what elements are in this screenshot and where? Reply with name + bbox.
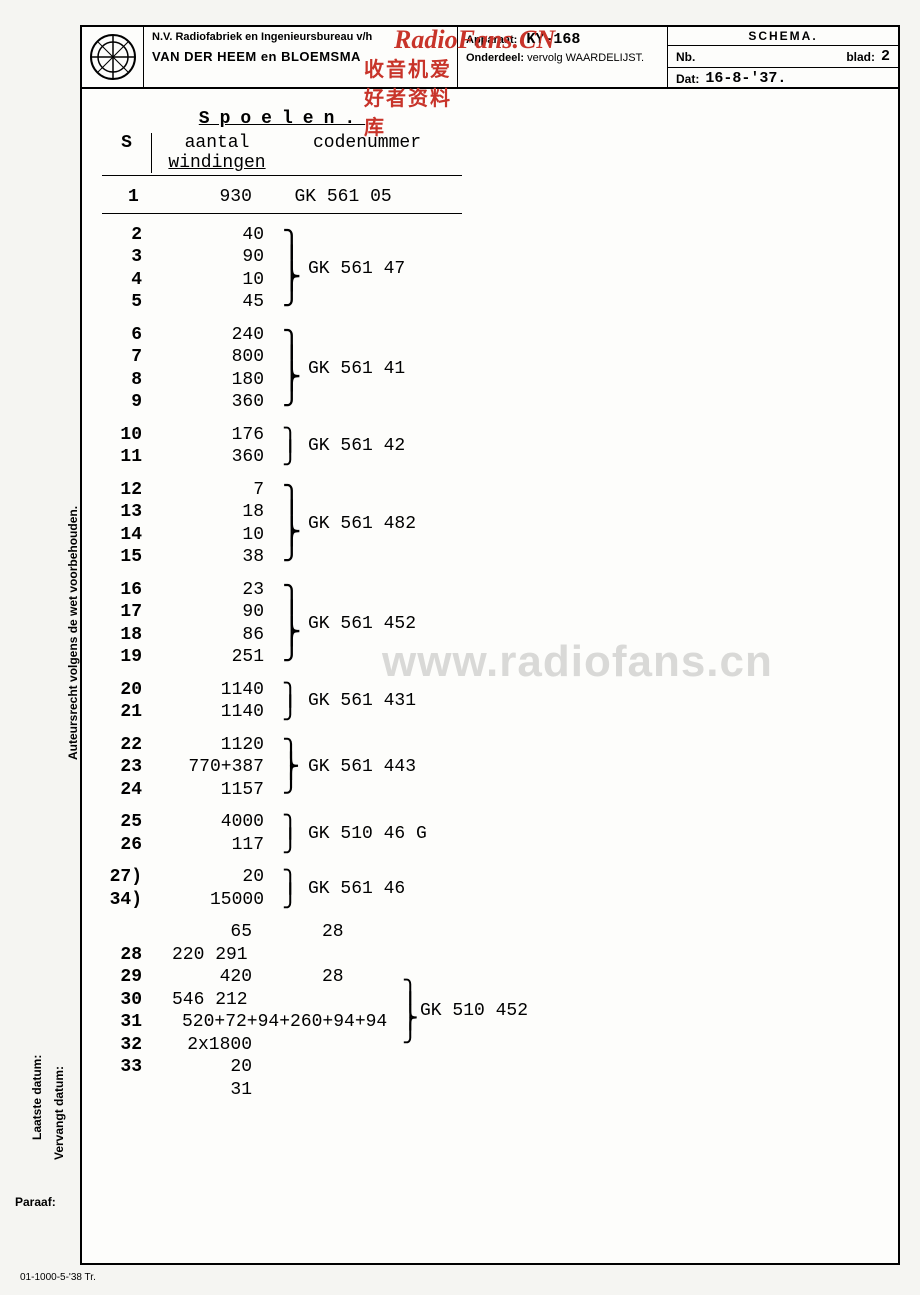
coil-group: 202111401140⎫ ⎭GK 561 431 <box>102 679 898 724</box>
coil-group: 25264000117⎫ ⎭GK 510 46 G <box>102 811 898 856</box>
brace-icon: ⎫ ⎪ ⎬ ⎭ <box>282 337 300 399</box>
document-body: Spoelen. S aantal windingen codenummer 1… <box>82 89 898 1101</box>
brace-icon: ⎫ ⎭ <box>282 875 300 901</box>
coil-group: 234540901045⎫ ⎪ ⎬ ⎭GK 561 47 <box>102 224 898 314</box>
brace-icon: ⎫ ⎭ <box>282 688 300 714</box>
coil-windings: 930 <box>149 186 270 209</box>
coil-windings: 239086251 <box>152 579 282 669</box>
coil-code: GK 561 482 <box>300 514 490 534</box>
coil-index: 2021 <box>102 679 152 724</box>
coil-windings: 176360 <box>152 424 282 469</box>
company-line2: VAN DER HEEM en BLOEMSMA <box>152 49 449 64</box>
brace-icon: ⎫ ⎪ ⎬ ⎭ <box>402 985 420 1038</box>
col-w-head: aantal windingen <box>152 133 282 173</box>
col-s-head: S <box>102 133 152 173</box>
brace-icon: ⎫ ⎪ ⎬ ⎭ <box>282 492 300 554</box>
coil-windings: 1120770+3871157 <box>152 734 282 802</box>
coil-windings: 240800180360 <box>152 324 282 414</box>
schema-block: SCHEMA. Nb. blad: 2 Dat: 16-8-'37. <box>668 27 898 87</box>
coil-windings: 11401140 <box>152 679 282 724</box>
brace-icon: ⎫ ⎪ ⎬ ⎭ <box>282 237 300 299</box>
brace-icon: ⎫ ⎪ ⎬ ⎭ <box>282 592 300 654</box>
blad-label: blad: <box>846 50 875 64</box>
vervangt-datum-vertical: Vervangt datum: <box>52 1066 66 1160</box>
coil-index: 222324 <box>102 734 152 802</box>
paraaf-label: Paraaf: <box>15 1195 56 1209</box>
coil-group: 6789240800180360⎫ ⎪ ⎬ ⎭GK 561 41 <box>102 324 898 414</box>
onderdeel-label: Onderdeel: <box>466 52 524 64</box>
coil-index: 27)34) <box>102 866 152 911</box>
company-logo <box>82 27 144 87</box>
table-header: S aantal windingen codenummer <box>102 133 462 176</box>
coil-windings: 2015000 <box>152 866 282 911</box>
coil-group: 2223241120770+3871157⎫ ⎬ ⎭GK 561 443 <box>102 734 898 802</box>
coil-index: 1011 <box>102 424 152 469</box>
coil-code: GK 561 443 <box>300 757 490 777</box>
coil-windings: 40901045 <box>152 224 282 314</box>
company-line1: N.V. Radiofabriek en Ingenieursbureau v/… <box>152 31 449 43</box>
apparaat-label: Apparaat: <box>466 34 517 46</box>
coil-group: 121314157181038⎫ ⎪ ⎬ ⎭GK 561 482 <box>102 479 898 569</box>
coil-code: GK 510 46 G <box>300 824 490 844</box>
schema-title: SCHEMA. <box>668 27 898 46</box>
coil-windings: 4000117 <box>152 811 282 856</box>
col-c-head: codenummer <box>282 133 452 173</box>
company-name-block: N.V. Radiofabriek en Ingenieursbureau v/… <box>144 27 458 87</box>
table-title: Spoelen. <box>112 109 452 129</box>
coil-code: GK 561 431 <box>300 691 490 711</box>
coil-index: 2526 <box>102 811 152 856</box>
footer-code: 01-1000-5-'38 Tr. <box>20 1272 96 1283</box>
coil-code: GK 561 42 <box>300 436 490 456</box>
coil-windings: 6528 220 29142028 546 212520+72+94+260+9… <box>152 921 402 1101</box>
brace-icon: ⎫ ⎭ <box>282 433 300 459</box>
coil-code: GK 561 41 <box>300 359 490 379</box>
dat-label: Dat: <box>676 72 699 86</box>
coil-code: GK 561 47 <box>300 259 490 279</box>
onderdeel-value: vervolg WAARDELIJST. <box>527 52 644 64</box>
laatste-datum-vertical: Laatste datum: <box>30 1055 44 1140</box>
coil-group: 1011176360⎫ ⎭GK 561 42 <box>102 424 898 469</box>
header-bar: N.V. Radiofabriek en Ingenieursbureau v/… <box>82 27 898 89</box>
coil-group-last: 282930313233 6528 220 29142028 546 21252… <box>102 921 898 1101</box>
apparaat-block: Apparaat: KY-168 Onderdeel: vervolg WAAR… <box>458 27 668 87</box>
coil-index: 16171819 <box>102 579 152 669</box>
copyright-vertical: Auteursrecht volgens de wet voorbehouden… <box>66 506 80 760</box>
coil-code: GK 561 46 <box>300 879 490 899</box>
coil-code: GK 510 452 <box>420 1001 610 1021</box>
apparaat-value: KY-168 <box>526 31 580 48</box>
document-page: N.V. Radiofabriek en Ingenieursbureau v/… <box>80 25 900 1265</box>
coil-code: GK 561 452 <box>300 614 490 634</box>
brace-icon: ⎫ ⎭ <box>282 820 300 846</box>
blad-value: 2 <box>881 48 890 65</box>
coil-group: 16171819239086251⎫ ⎪ ⎬ ⎭GK 561 452 <box>102 579 898 669</box>
coil-index: 2345 <box>102 224 152 314</box>
coil-windings: 7181038 <box>152 479 282 569</box>
coil-index: 12131415 <box>102 479 152 569</box>
coil-group: 27)34)2015000⎫ ⎭GK 561 46 <box>102 866 898 911</box>
coil-index: 1 <box>102 186 149 209</box>
coil-index: 6789 <box>102 324 152 414</box>
dat-value: 16-8-'37. <box>705 70 786 87</box>
nb-label: Nb. <box>676 50 695 64</box>
coil-code: GK 561 05 <box>286 187 462 207</box>
coil-group: 1930 GK 561 05 <box>102 186 462 214</box>
coil-index: 282930313233 <box>102 944 152 1079</box>
brace-icon: ⎫ ⎬ ⎭ <box>282 746 300 789</box>
